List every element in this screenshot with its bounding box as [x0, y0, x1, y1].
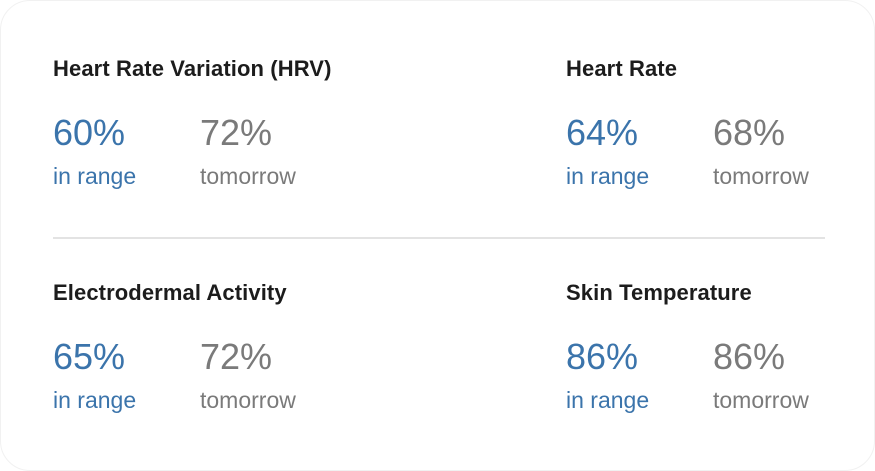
- metric-skin-temperature: Skin Temperature 86% in range 86% tomorr…: [566, 280, 875, 430]
- tomorrow-label: tomorrow: [200, 387, 296, 413]
- metric-title: Skin Temperature: [566, 280, 752, 305]
- tomorrow-value: 72%: [200, 112, 273, 153]
- in-range-label: in range: [53, 163, 137, 189]
- tomorrow-value: 72%: [200, 336, 273, 377]
- in-range-label: in range: [53, 387, 137, 413]
- tomorrow-label: tomorrow: [200, 163, 296, 189]
- in-range-stat: 64% in range: [566, 112, 649, 190]
- in-range-label: in range: [566, 163, 650, 189]
- metric-heart-rate: Heart Rate 64% in range 68% tomorrow: [566, 56, 875, 206]
- tomorrow-value: 68%: [713, 112, 786, 153]
- tomorrow-label: tomorrow: [713, 387, 809, 413]
- tomorrow-label: tomorrow: [713, 163, 809, 189]
- tomorrow-stat: 72% tomorrow: [200, 336, 296, 414]
- in-range-stat: 60% in range: [53, 112, 136, 190]
- in-range-value: 64%: [566, 112, 639, 153]
- in-range-value: 86%: [566, 336, 639, 377]
- tomorrow-stat: 72% tomorrow: [200, 112, 296, 190]
- metric-title: Heart Rate Variation (HRV): [53, 56, 332, 81]
- divider: [53, 237, 825, 239]
- in-range-value: 65%: [53, 336, 126, 377]
- metric-title: Electrodermal Activity: [53, 280, 287, 305]
- in-range-label: in range: [566, 387, 650, 413]
- in-range-stat: 86% in range: [566, 336, 649, 414]
- in-range-value: 60%: [53, 112, 126, 153]
- metric-electrodermal-activity: Electrodermal Activity 65% in range 72% …: [53, 280, 383, 430]
- tomorrow-stat: 86% tomorrow: [713, 336, 809, 414]
- metric-hrv: Heart Rate Variation (HRV) 60% in range …: [53, 56, 383, 206]
- tomorrow-stat: 68% tomorrow: [713, 112, 809, 190]
- in-range-stat: 65% in range: [53, 336, 136, 414]
- metric-title: Heart Rate: [566, 56, 678, 81]
- tomorrow-value: 86%: [713, 336, 786, 377]
